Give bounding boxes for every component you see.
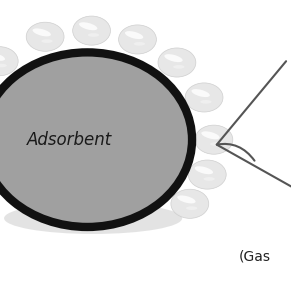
Ellipse shape	[79, 22, 97, 30]
Ellipse shape	[0, 52, 192, 227]
Ellipse shape	[0, 64, 7, 68]
Ellipse shape	[0, 53, 5, 61]
Ellipse shape	[164, 54, 183, 62]
Ellipse shape	[41, 39, 53, 43]
Ellipse shape	[177, 196, 196, 203]
Ellipse shape	[88, 33, 99, 37]
Ellipse shape	[203, 177, 215, 181]
Ellipse shape	[173, 65, 184, 69]
Text: (Gas: (Gas	[239, 249, 271, 263]
Ellipse shape	[125, 31, 143, 39]
Ellipse shape	[73, 16, 111, 45]
Ellipse shape	[158, 48, 196, 77]
Ellipse shape	[0, 47, 18, 76]
Ellipse shape	[200, 100, 212, 104]
Ellipse shape	[191, 89, 210, 97]
Ellipse shape	[134, 42, 145, 46]
Ellipse shape	[195, 166, 213, 174]
Ellipse shape	[188, 160, 226, 189]
Ellipse shape	[33, 29, 51, 36]
Ellipse shape	[186, 206, 197, 210]
Ellipse shape	[185, 83, 223, 112]
Ellipse shape	[26, 22, 64, 51]
Ellipse shape	[4, 203, 182, 234]
Ellipse shape	[119, 25, 157, 54]
Ellipse shape	[201, 131, 220, 139]
Ellipse shape	[195, 125, 233, 154]
Text: Adsorbent: Adsorbent	[27, 131, 112, 149]
Ellipse shape	[171, 189, 209, 218]
Ellipse shape	[210, 142, 221, 146]
